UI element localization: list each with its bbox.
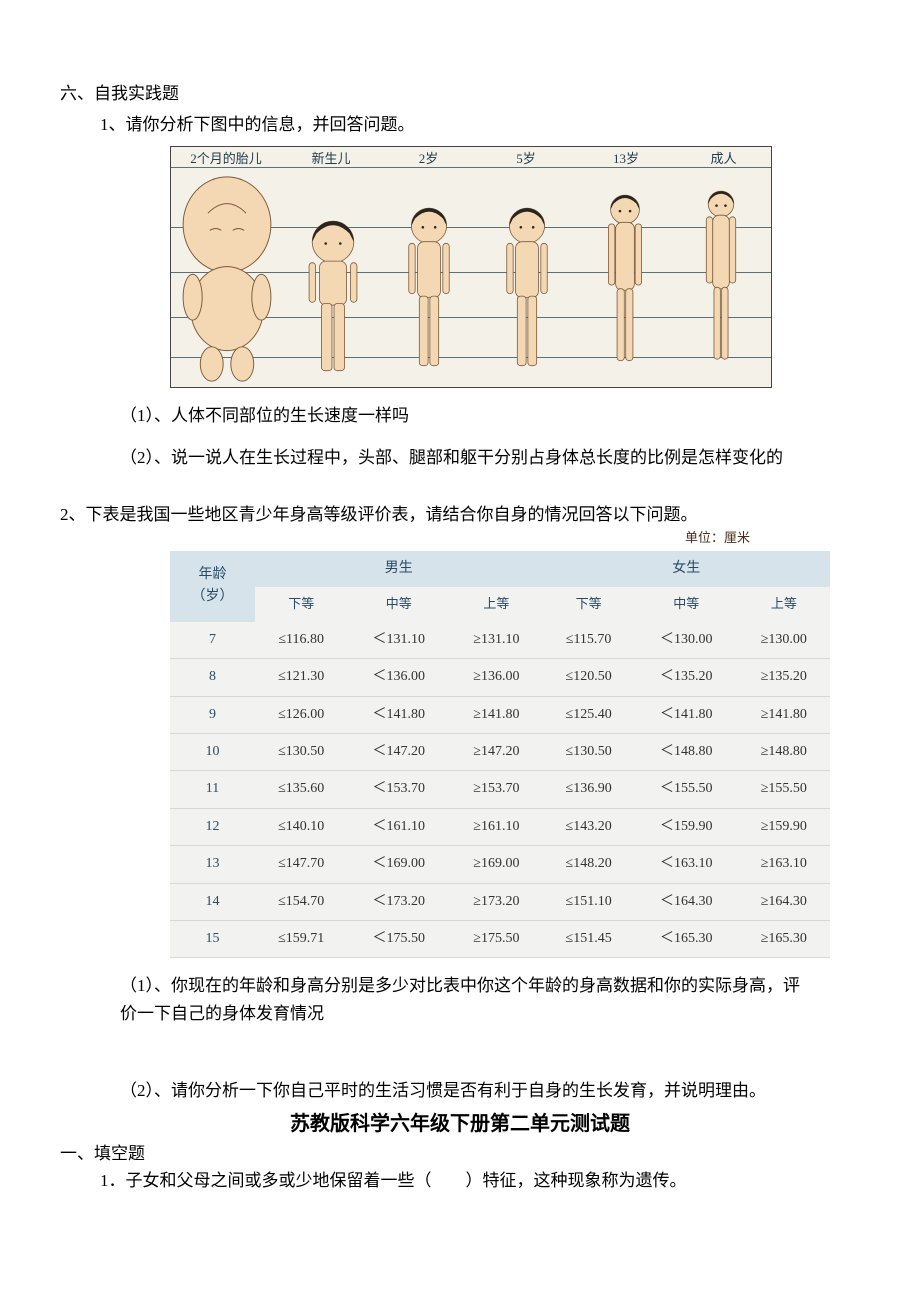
table-unit: 单位：厘米 (60, 528, 750, 549)
growth-label: 2个月的胎儿 (171, 149, 281, 170)
table-row: 14≤154.70＜173.20≥173.20≤151.10＜164.30≥16… (170, 883, 830, 920)
section-6-title: 六、自我实践题 (60, 80, 860, 107)
level-header: 下等 (543, 587, 635, 622)
growth-figure (681, 167, 761, 385)
level-header: 下等 (255, 587, 347, 622)
level-header: 中等 (347, 587, 450, 622)
height-table: 年龄（岁） 男生 女生 下等中等上等下等中等上等 7≤116.80＜131.10… (170, 551, 830, 959)
section-1-title: 一、填空题 (60, 1140, 860, 1167)
question-2-1: （1）、你现在的年龄和身高分别是多少对比表中你这个年龄的身高数据和你的实际身高，… (120, 972, 800, 1026)
table-row: 11≤135.60＜153.70≥153.70≤136.90＜155.50≥15… (170, 771, 830, 808)
table-row: 7≤116.80＜131.10≥131.10≤115.70＜130.00≥130… (170, 622, 830, 659)
growth-figure (293, 190, 373, 385)
question-1: 1、请你分析下图中的信息，并回答问题。 (100, 111, 860, 138)
question-2-2: （2）、请你分析一下你自己平时的生活习惯是否有利于自身的生长发育，并说明理由。 (120, 1077, 800, 1104)
table-row: 10≤130.50＜147.20≥147.20≤130.50＜148.80≥14… (170, 734, 830, 771)
table-row: 8≤121.30＜136.00≥136.00≤120.50＜135.20≥135… (170, 659, 830, 696)
col-age: 年龄（岁） (170, 551, 255, 622)
col-boys: 男生 (255, 551, 542, 587)
growth-label: 2岁 (381, 149, 476, 170)
col-girls: 女生 (543, 551, 831, 587)
growth-figure (585, 170, 665, 385)
table-row: 9≤126.00＜141.80≥141.80≤125.40＜141.80≥141… (170, 696, 830, 733)
growth-chart: 2个月的胎儿新生儿2岁5岁13岁成人 (170, 146, 772, 388)
growth-figure (487, 180, 567, 385)
level-header: 中等 (635, 587, 738, 622)
question-1-1: （1）、人体不同部位的生长速度一样吗 (120, 402, 860, 429)
growth-label: 5岁 (476, 149, 576, 170)
unit-2-title: 苏教版科学六年级下册第二单元测试题 (60, 1108, 860, 1140)
level-header: 上等 (738, 587, 830, 622)
table-row: 15≤159.71＜175.50≥175.50≤151.45＜165.30≥16… (170, 921, 830, 958)
table-row: 13≤147.70＜169.00≥169.00≤148.20＜163.10≥16… (170, 846, 830, 883)
growth-label: 新生儿 (281, 149, 381, 170)
growth-figure (177, 175, 277, 385)
section-1-q1: 1．子女和父母之间或多或少地保留着一些（ ）特征，这种现象称为遗传。 (100, 1167, 860, 1194)
table-row: 12≤140.10＜161.10≥161.10≤143.20＜159.90≥15… (170, 808, 830, 845)
growth-label: 13岁 (576, 149, 676, 170)
level-header: 上等 (450, 587, 542, 622)
growth-figure (389, 180, 469, 385)
question-2: 2、下表是我国一些地区青少年身高等级评价表，请结合你自身的情况回答以下问题。 (60, 501, 860, 528)
question-1-2: （2）、说一说人在生长过程中，头部、腿部和躯干分别占身体总长度的比例是怎样变化的 (120, 444, 860, 471)
